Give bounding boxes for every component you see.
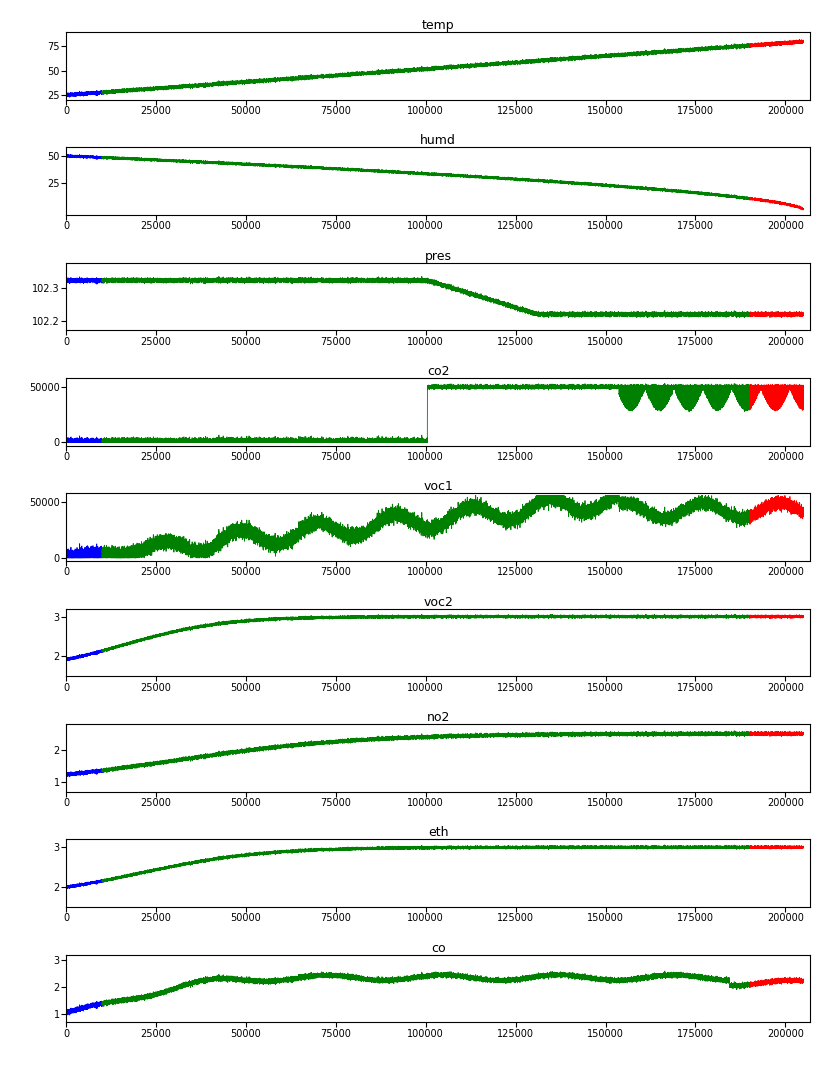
Title: humd: humd [420, 134, 457, 147]
Title: co2: co2 [427, 365, 450, 378]
Title: temp: temp [422, 19, 455, 32]
Title: co: co [431, 941, 446, 954]
Title: voc2: voc2 [423, 595, 453, 608]
Title: voc1: voc1 [423, 480, 453, 493]
Title: no2: no2 [427, 711, 450, 724]
Title: pres: pres [425, 249, 452, 263]
Title: eth: eth [428, 826, 448, 839]
